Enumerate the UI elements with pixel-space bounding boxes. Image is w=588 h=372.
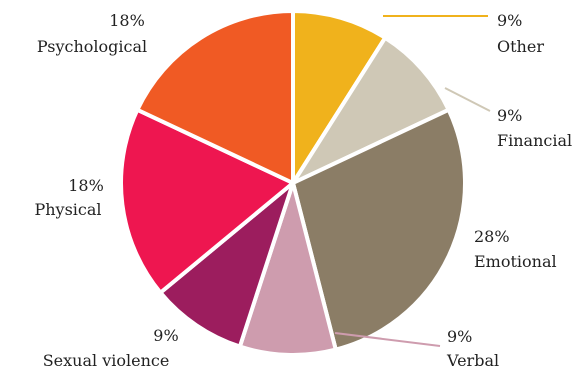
label-other-value: 9% — [497, 11, 522, 30]
label-other-name: Other — [497, 37, 544, 56]
label-financial-name: Financial — [497, 131, 572, 150]
label-verbal: 9% Verbal — [446, 327, 499, 370]
leader-lines — [334, 15, 491, 347]
label-psychological-name: Psychological — [37, 37, 147, 56]
label-emotional-value: 28% — [474, 227, 510, 246]
label-psychological-value: 18% — [109, 11, 145, 30]
label-physical-value: 18% — [68, 176, 104, 195]
label-sexual-violence: 9% Sexual violence — [43, 326, 179, 370]
label-physical-name: Physical — [34, 200, 101, 219]
label-psychological: 18% Psychological — [37, 11, 147, 56]
slice-psychological — [135, 9, 295, 185]
label-sexual-violence-value: 9% — [153, 326, 178, 345]
label-verbal-value: 9% — [447, 327, 472, 346]
label-physical: 18% Physical — [34, 176, 103, 219]
label-verbal-name: Verbal — [446, 351, 499, 370]
label-financial-value: 9% — [497, 106, 522, 125]
slice-physical — [119, 107, 295, 295]
label-financial: 9% Financial — [497, 106, 572, 150]
label-sexual-violence-name: Sexual violence — [43, 351, 170, 370]
leader-line-verbal — [334, 332, 441, 347]
pie-slices — [119, 9, 467, 357]
leader-line-financial — [444, 87, 491, 112]
label-other: 9% Other — [497, 11, 544, 56]
label-emotional: 28% Emotional — [474, 227, 557, 271]
label-emotional-name: Emotional — [474, 252, 557, 271]
